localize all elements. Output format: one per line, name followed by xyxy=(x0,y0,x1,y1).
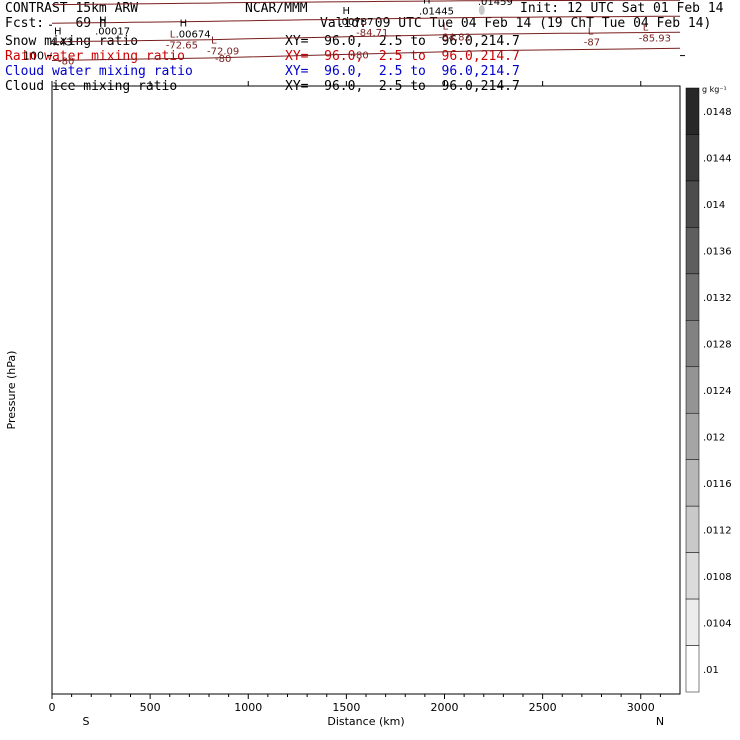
extremum-kind: H xyxy=(180,18,188,29)
extremum-kind: L xyxy=(170,29,176,40)
header-center: NCAR/MMM xyxy=(245,1,308,16)
snow-shading xyxy=(478,5,485,15)
extremum-value: .00674 xyxy=(176,29,211,40)
y-axis-label: Pressure (hPa) xyxy=(5,351,18,430)
plot-frame xyxy=(51,85,681,695)
colorbar-segment xyxy=(685,505,700,553)
field-cloudwater-xy: XY= 96.0, 2.5 to 96.0,214.7 xyxy=(285,64,520,79)
colorbar-tick-label: .0108 xyxy=(703,572,732,583)
colorbar-tick-label: .0136 xyxy=(703,247,732,258)
south-label: S xyxy=(83,715,90,728)
axes: 1002003004005006007008009001000050010001… xyxy=(5,0,685,728)
extremum-value: -85.93 xyxy=(639,34,671,45)
colorbar-tick-label: .0124 xyxy=(703,386,732,397)
extremum-value: .01459 xyxy=(478,0,513,8)
colorbar-tick-label: .0112 xyxy=(703,525,732,536)
colorbar-segment xyxy=(685,87,700,135)
extremum-kind: H xyxy=(54,26,62,37)
colorbar-unit: g kg⁻¹ xyxy=(702,85,727,94)
colorbar-tick-label: .014 xyxy=(703,200,725,211)
colorbar-segment xyxy=(685,645,700,693)
extremum-value: .01051 xyxy=(268,0,303,1)
extremum-value: .00017 xyxy=(95,26,130,37)
field-cloudwater-name: Cloud water mixing ratio xyxy=(5,64,193,79)
header-model: CONTRAST 15km ARW xyxy=(5,1,139,16)
header-valid: Valid: 09 UTC Tue 04 Feb 14 (19 ChT Tue … xyxy=(320,16,712,31)
extremum-kind: H xyxy=(99,15,107,26)
colorbar-tick-label: .0148 xyxy=(703,107,732,118)
x-tick-label: 3000 xyxy=(627,701,655,714)
hydrometeor-features xyxy=(478,5,485,15)
colorbar-segment xyxy=(685,412,700,460)
colorbar-tick-label: .0104 xyxy=(703,618,732,629)
colorbar-segment xyxy=(685,227,700,275)
y-tick-label: 200 xyxy=(23,0,44,2)
extremum-kind: L xyxy=(588,26,594,37)
extremum-value: .01445 xyxy=(419,6,454,17)
temperature-contours: -80-80-80-40-40-40-30-30-30-20-20-20-10-… xyxy=(51,0,681,67)
extremum-value: -84.71 xyxy=(356,28,388,39)
colorbar-segment xyxy=(685,366,700,414)
colorbar-segment xyxy=(685,180,700,228)
field-snow-name: Snow mixing ratio xyxy=(5,34,139,49)
header-fcst: Fcst: 69 h xyxy=(5,16,107,31)
extremum-value: 4.43 xyxy=(50,37,72,48)
x-tick-label: 2500 xyxy=(529,701,557,714)
isotherm-label: -80 xyxy=(58,56,74,67)
colorbar: .0148 .0144 .014 .0136 .0132 .0128 .0124 .012 .0… xyxy=(685,85,732,693)
extremum-value: -72.09 xyxy=(207,46,239,57)
colorbar-segment xyxy=(685,273,700,321)
extremum-value: .00787 xyxy=(338,17,373,28)
extremum-kind: L xyxy=(443,21,449,32)
x-tick-label: 0 xyxy=(49,701,56,714)
extremum-value: -72.65 xyxy=(166,40,198,51)
extremum-value: -87 xyxy=(584,37,600,48)
header-init: Init: 12 UTC Sat 01 Feb 14 xyxy=(520,1,724,16)
colorbar-segment xyxy=(685,459,700,507)
extremum-kind: L xyxy=(643,23,649,34)
north-label: N xyxy=(656,715,664,728)
extremum-kind: H xyxy=(342,6,350,17)
x-tick-label: 500 xyxy=(140,701,161,714)
isotherm-label: -80 xyxy=(215,54,231,65)
isotherm-label: -80 xyxy=(352,50,368,61)
colorbar-segment xyxy=(685,134,700,182)
isotherm--80 xyxy=(51,47,681,61)
colorbar-tick-label: .012 xyxy=(703,432,725,443)
x-tick-label: 1000 xyxy=(234,701,262,714)
extremum-kind: L xyxy=(360,17,366,28)
colorbar-tick-label: .0128 xyxy=(703,340,732,351)
colorbar-segment xyxy=(685,320,700,368)
extremum-kind: L xyxy=(211,35,217,46)
extremum-kind: H xyxy=(423,0,431,6)
x-tick-label: 2000 xyxy=(431,701,459,714)
isotherm-line xyxy=(51,15,681,24)
x-axis-label: Distance (km) xyxy=(327,715,404,728)
x-tick-label: 1500 xyxy=(332,701,360,714)
extrema-labels: H4.43H.00017H.00674H.01051H.00354H.00787… xyxy=(50,0,671,57)
extremum-value: -84.82 xyxy=(439,32,471,43)
isotherm-line xyxy=(51,0,680,6)
colorbar-tick-label: .0132 xyxy=(703,293,732,304)
y-tick-label: 100 xyxy=(23,50,44,63)
isotherm-line xyxy=(51,31,681,43)
colorbar-tick-label: .0144 xyxy=(703,154,732,165)
colorbar-tick-label: .0116 xyxy=(703,479,732,490)
colorbar-tick-label: .01 xyxy=(703,665,719,676)
colorbar-segment xyxy=(685,598,700,646)
field-rain-xy: XY= 96.0, 2.5 to 96.0,214.7 xyxy=(285,49,520,64)
colorbar-segment xyxy=(685,552,700,600)
